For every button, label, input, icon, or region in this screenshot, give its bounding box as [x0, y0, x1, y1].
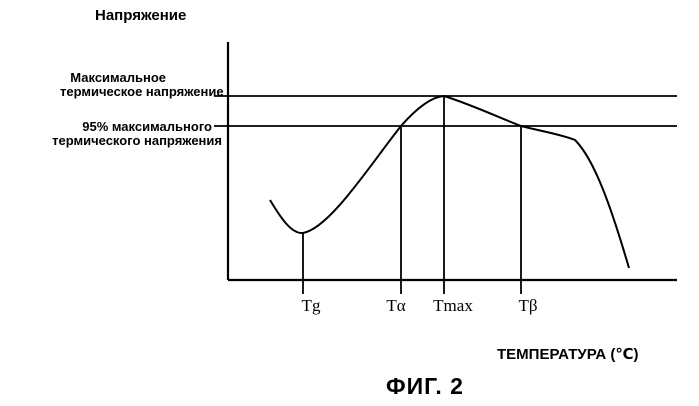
tick-label-tbeta: Tβ	[518, 296, 538, 315]
max-stress-label: Максимальное термическое напряжение	[60, 70, 224, 100]
tick-label-tmax: Tmax	[433, 296, 473, 315]
tick-label-talpha: Tα	[386, 296, 406, 315]
pct95-label-line1: 95% максимального	[82, 119, 212, 134]
y-axis-label: Напряжение	[95, 7, 187, 24]
pct95-label: 95% максимального термического напряжени…	[40, 119, 222, 149]
max-stress-label-line2: термическое напряжение	[60, 84, 224, 100]
max-stress-label-line1: Максимальное	[70, 70, 166, 85]
stress-curve	[269, 94, 630, 269]
pct95-label-line2: термического напряжения	[52, 133, 222, 149]
x-axis-label: ТЕМПЕРАТУРА (℃)	[497, 346, 639, 363]
tick-label-tg: Tg	[301, 296, 321, 315]
figure-caption: ФИГ. 2	[386, 373, 464, 399]
